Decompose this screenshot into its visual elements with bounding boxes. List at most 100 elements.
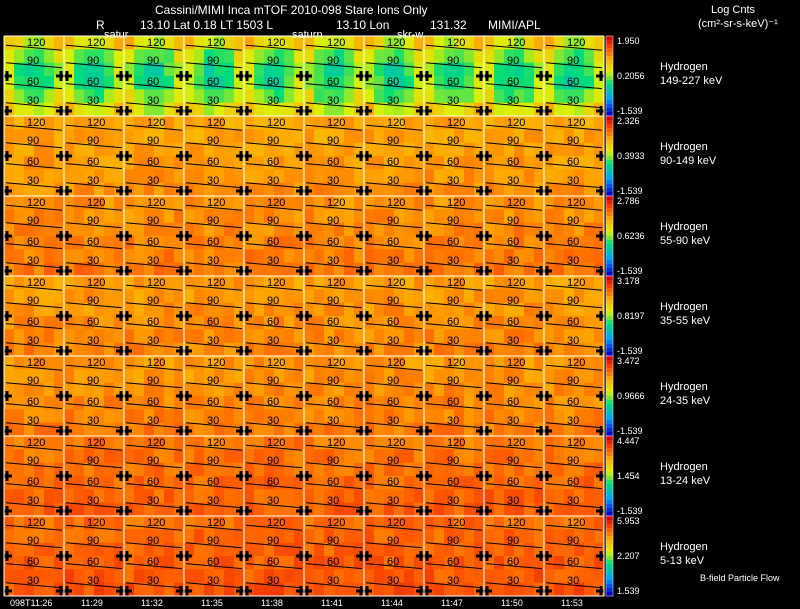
contour-line — [65, 83, 123, 90]
colorbar-segment — [606, 152, 613, 157]
heatmap-cell — [104, 289, 115, 304]
contour-label: 60 — [267, 75, 280, 88]
heatmap-cell — [594, 449, 605, 464]
heatmap-cell — [444, 76, 455, 90]
heatmap-cell — [64, 489, 75, 504]
contour-line — [305, 302, 363, 309]
heatmap-cell — [44, 182, 55, 197]
heatmap-cell — [584, 556, 595, 570]
heatmap-cell — [454, 489, 465, 504]
heatmap-cell — [584, 396, 595, 410]
contour-label: 90 — [327, 134, 340, 147]
contour-line — [425, 542, 483, 549]
heatmap-cell — [384, 249, 395, 264]
heatmap-cell — [594, 142, 605, 157]
heatmap-cell — [384, 142, 395, 157]
heatmap-cell — [494, 556, 505, 570]
heatmap-cell — [154, 36, 165, 50]
heatmap-cell — [464, 529, 475, 544]
contour-line — [245, 284, 303, 291]
heatmap-cell — [294, 489, 305, 504]
heatmap-cell — [464, 422, 475, 437]
heatmap-cell — [14, 382, 25, 397]
heatmap-cell — [534, 156, 545, 170]
heatmap-cell — [154, 582, 165, 597]
heatmap-cell — [224, 542, 235, 557]
heatmap-cell — [234, 236, 245, 250]
heatmap-cell — [144, 76, 155, 90]
heatmap-cell — [594, 316, 605, 330]
heatmap-cell — [224, 222, 235, 237]
heatmap-cell — [224, 422, 235, 437]
contour-label: 60 — [267, 235, 280, 248]
heatmap-cell — [504, 222, 515, 237]
heatmap-cell — [124, 62, 135, 77]
heatmap-cell — [104, 529, 115, 544]
heatmap-cell — [534, 436, 545, 450]
heatmap-cell — [174, 169, 185, 184]
heatmap-cell — [74, 276, 85, 290]
colorbar-segment — [606, 404, 613, 409]
heatmap-cell — [234, 196, 245, 210]
contour-label: 90 — [387, 374, 400, 387]
heatmap-cell — [374, 302, 385, 317]
heatmap-cell — [384, 236, 395, 250]
colorbar-mid: 0.8197 — [617, 311, 645, 321]
heatmap-cell — [64, 529, 75, 544]
contour-line — [305, 444, 363, 451]
heatmap-cell — [154, 502, 165, 517]
heatmap-cell — [354, 529, 365, 544]
contour-line — [365, 222, 423, 229]
heatmap-cell — [24, 329, 35, 344]
colorbar-segment — [606, 164, 613, 169]
heatmap-cell — [4, 369, 15, 384]
heatmap-cell — [194, 182, 205, 197]
heatmap-cell — [164, 382, 175, 397]
heatmap-cell — [204, 62, 215, 77]
contour-label: 120 — [87, 357, 106, 370]
heatmap-cell — [184, 409, 195, 424]
heatmap-cell — [434, 476, 445, 490]
heatmap-cell — [584, 276, 595, 290]
heatmap-cell — [44, 489, 55, 504]
heatmap-cell — [174, 302, 185, 317]
heatmap-cell — [284, 289, 295, 304]
heatmap-cell — [414, 329, 425, 344]
heatmap-cell — [304, 49, 315, 64]
contour-line — [245, 542, 303, 549]
contour-line — [245, 83, 303, 90]
heatmap-cell — [74, 356, 85, 370]
heatmap-cell — [504, 49, 515, 64]
heatmap-cell — [134, 329, 145, 344]
heatmap-cell — [94, 262, 105, 277]
contour-line — [125, 302, 183, 309]
heatmap-cell — [594, 209, 605, 224]
contour-label: 90 — [387, 294, 400, 307]
heatmap-cell — [284, 236, 295, 250]
heatmap-cell — [14, 236, 25, 250]
heatmap-cell — [104, 156, 115, 170]
colorbar-segment — [606, 148, 613, 153]
heatmap-cell — [434, 502, 445, 517]
heatmap-cell — [64, 249, 75, 264]
heatmap-cell — [434, 329, 445, 344]
heatmap-cell — [94, 369, 105, 384]
heatmap-cell — [464, 142, 475, 157]
heatmap-cell — [434, 436, 445, 450]
heatmap-cell — [104, 382, 115, 397]
heatmap-cell — [564, 89, 575, 104]
heatmap-cell — [114, 36, 125, 50]
heatmap-cell — [494, 516, 505, 530]
heatmap-cell — [564, 116, 575, 130]
heatmap-cell — [304, 249, 315, 264]
contour-line — [125, 44, 183, 51]
contour-label: 30 — [327, 574, 340, 587]
colorbar-segment — [606, 88, 613, 93]
heatmap-cell — [314, 489, 325, 504]
heatmap-cell — [104, 209, 115, 224]
colorbar-segment — [606, 440, 613, 445]
heatmap-cell — [564, 556, 575, 570]
heatmap-cell — [554, 436, 565, 450]
heatmap-cell — [424, 302, 435, 317]
heatmap-cell — [264, 476, 275, 490]
